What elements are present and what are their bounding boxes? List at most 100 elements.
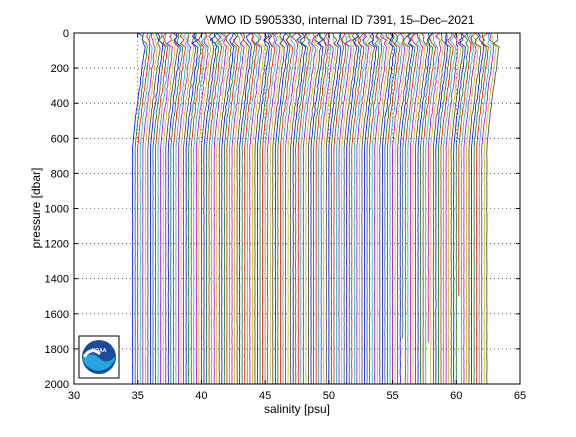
x-tick-label: 45 bbox=[259, 390, 271, 402]
logo-gull bbox=[82, 349, 101, 358]
salinity-profile-line bbox=[226, 33, 240, 384]
y-tick-label: 2000 bbox=[45, 379, 69, 391]
salinity-profile-line bbox=[468, 33, 482, 384]
salinity-profile-line bbox=[409, 33, 424, 384]
salinity-profile-line bbox=[132, 33, 146, 384]
salinity-profile-line bbox=[262, 33, 275, 384]
salinity-profile-line bbox=[366, 33, 380, 384]
salinity-profile-line bbox=[435, 33, 449, 384]
salinity-profile-line bbox=[228, 33, 242, 384]
salinity-profile-line bbox=[333, 33, 347, 384]
salinity-profile-line bbox=[155, 33, 169, 384]
salinity-profile-line bbox=[231, 33, 245, 384]
salinity-profile-line bbox=[221, 33, 235, 384]
salinity-profile-line bbox=[239, 33, 252, 384]
salinity-profile-line bbox=[297, 33, 311, 384]
salinity-profile-line bbox=[458, 33, 472, 297]
salinity-profile-line bbox=[180, 33, 194, 384]
salinity-profile-line bbox=[188, 33, 202, 384]
salinity-profile-line bbox=[198, 33, 212, 384]
y-tick-label: 1000 bbox=[45, 204, 69, 216]
salinity-profile-line bbox=[476, 33, 489, 384]
salinity-profile-line bbox=[251, 33, 266, 384]
salinity-profile-line bbox=[325, 33, 339, 384]
salinity-profile-line bbox=[236, 33, 250, 384]
salinity-profile-line bbox=[448, 33, 462, 384]
salinity-profile-line bbox=[264, 33, 278, 384]
salinity-profile-line bbox=[200, 33, 215, 384]
y-tick-label: 1400 bbox=[45, 274, 69, 286]
salinity-profile-line bbox=[330, 33, 345, 384]
salinity-profile-line bbox=[218, 33, 232, 384]
salinity-profile-line bbox=[134, 33, 148, 384]
salinity-profile-line bbox=[412, 33, 426, 384]
salinity-profile-line bbox=[267, 33, 281, 384]
salinity-profile-line bbox=[170, 33, 184, 384]
salinity-profile-line bbox=[369, 33, 383, 384]
salinity-profile-line bbox=[374, 33, 388, 384]
salinity-profile-line bbox=[211, 33, 224, 384]
salinity-profile-line bbox=[274, 33, 289, 384]
logo-wave bbox=[82, 354, 116, 371]
salinity-profile-line bbox=[384, 33, 398, 384]
x-tick-label: 30 bbox=[68, 390, 80, 402]
x-tick-label: 40 bbox=[195, 390, 207, 402]
salinity-profile-line bbox=[284, 33, 299, 384]
salinity-profile-line bbox=[172, 33, 186, 384]
salinity-profile-line bbox=[471, 33, 485, 384]
y-tick-label: 600 bbox=[51, 133, 69, 145]
salinity-profile-line bbox=[246, 33, 261, 384]
y-axis-label: pressure [dbar] bbox=[29, 168, 43, 249]
salinity-profile-line bbox=[234, 33, 248, 384]
salinity-profile-line bbox=[318, 33, 331, 384]
x-axis-label: salinity [psu] bbox=[264, 402, 330, 416]
y-tick-label: 800 bbox=[51, 168, 69, 180]
salinity-profile-line bbox=[259, 33, 273, 384]
axis-ticks: 30 35 40 45 50 55 60 65 0 200 400 600 800 1000 1200 140… bbox=[45, 28, 527, 402]
salinity-profile-line bbox=[249, 33, 262, 384]
salinity-profile-line bbox=[432, 33, 446, 384]
salinity-profile-line bbox=[376, 33, 391, 384]
salinity-profile-line bbox=[338, 33, 352, 384]
salinity-profile-line bbox=[407, 33, 421, 384]
salinity-profile-line bbox=[272, 33, 285, 384]
salinity-profile-line bbox=[313, 33, 327, 384]
salinity-profile-line bbox=[425, 33, 439, 384]
salinity-profile-line bbox=[486, 33, 500, 384]
salinity-profile-line bbox=[453, 33, 466, 384]
salinity-profile-line bbox=[162, 33, 176, 384]
salinity-profile-line bbox=[364, 33, 378, 384]
salinity-profile-line bbox=[473, 33, 487, 384]
salinity-profile-line bbox=[341, 33, 354, 384]
salinity-profile-line bbox=[142, 33, 156, 384]
x-tick-label: 50 bbox=[323, 390, 335, 402]
y-tick-label: 1600 bbox=[45, 309, 69, 321]
salinity-profile-line bbox=[320, 33, 334, 384]
salinity-profile-line bbox=[335, 33, 349, 384]
salinity-profile-line bbox=[389, 33, 403, 384]
salinity-profile-line bbox=[422, 33, 436, 384]
salinity-profile-line bbox=[478, 33, 492, 384]
salinity-profile-line bbox=[379, 33, 393, 384]
salinity-profile-line bbox=[152, 33, 166, 384]
salinity-profile-line bbox=[430, 33, 444, 384]
salinity-profile-line bbox=[223, 33, 237, 384]
x-tick-label: 60 bbox=[450, 390, 462, 402]
salinity-profile-line bbox=[397, 33, 411, 384]
salinity-profile-line bbox=[290, 33, 304, 384]
salinity-profile-line bbox=[392, 33, 405, 384]
salinity-profile-line bbox=[213, 33, 228, 384]
salinity-profile-line bbox=[402, 33, 416, 339]
x-tick-label: 65 bbox=[514, 390, 526, 402]
salinity-profile-line bbox=[440, 33, 454, 384]
salinity-profile-line bbox=[175, 33, 189, 384]
salinity-profile-line bbox=[254, 33, 268, 384]
salinity-profile-line bbox=[279, 33, 293, 384]
salinity-profile-line bbox=[292, 33, 307, 384]
salinity-profile-line bbox=[323, 33, 337, 384]
salinity-profile-line bbox=[205, 33, 220, 384]
salinity-profile-line bbox=[358, 33, 372, 384]
salinity-profile-line bbox=[481, 33, 495, 384]
y-tick-label: 1200 bbox=[45, 239, 69, 251]
